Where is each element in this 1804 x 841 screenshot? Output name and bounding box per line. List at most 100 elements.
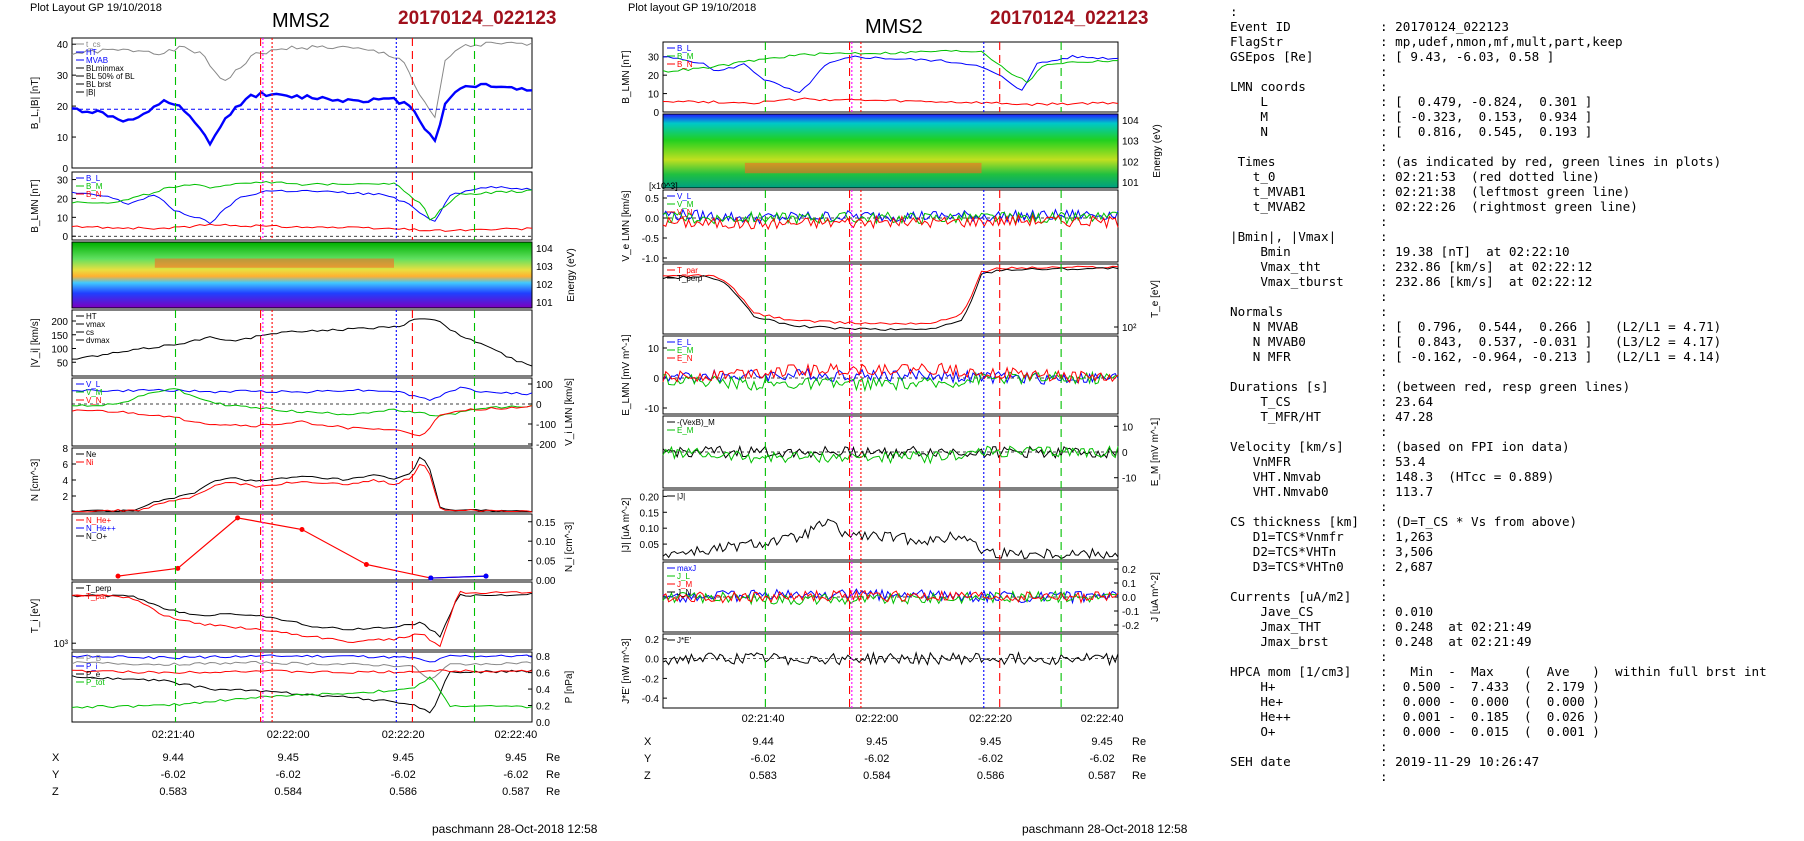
panel-ion-spectrogram: 101 102 103 104 Energy (eV) (71, 241, 577, 309)
panel-frame (662, 263, 1119, 335)
summary-value: : 02:22:26 (rightmost green line) (1380, 199, 1638, 214)
legend-label: |B| (86, 88, 96, 97)
summary-value: : 2,687 (1380, 559, 1434, 574)
panel-m-elmn: -10 0 10 E_LMN [mV m^-1] E_LE_ME_N (621, 334, 1119, 416)
tick-label: 102 (1122, 157, 1139, 168)
legend-label: T_perp (86, 584, 112, 593)
summary-value: : 0.248 at 02:21:49 (1380, 619, 1532, 634)
summary-value: : [ 0.479, -0.824, 0.301 ] (1380, 94, 1593, 109)
summary-key: GSEpos [Re] (1230, 49, 1314, 64)
tick-label: 200 (51, 317, 68, 328)
series-line-P-i (71, 669, 533, 714)
ephemeris-unit: Re (546, 786, 561, 798)
tick-label: -200 (536, 440, 556, 451)
axis-label: B_L,|B| [nT] (30, 77, 41, 130)
summary-key: He+ (1230, 694, 1284, 709)
summary-key: He++ (1230, 709, 1291, 724)
legend-label: |J| (677, 492, 685, 501)
legend-label: B_L (677, 44, 692, 53)
summary-key: Jmax_THT (1230, 619, 1321, 634)
ephemeris-value: 0.583 (159, 786, 187, 798)
legend-label: BL 50% of BL (86, 72, 135, 81)
axis-label: T_e [eV] (1150, 280, 1161, 318)
summary-line: : (1230, 739, 1800, 754)
legend-label: Ni (86, 458, 94, 467)
middle-chart-column: 0 10 20 30 B_LMN [nT] B_LB_MB_N 101 102 103 104 En… (621, 41, 1163, 725)
axis-label: |J| [uA m^-2] (621, 497, 632, 552)
series-line-V-L (662, 208, 1119, 225)
ephemeris-value: 9.45 (866, 736, 888, 748)
summary-key: VHT.Nmvab0 (1230, 484, 1329, 499)
summary-lead-colon: : (1230, 4, 1238, 19)
summary-value: : 23.64 (1380, 394, 1434, 409)
summary-value: : (as indicated by red, green lines in p… (1380, 154, 1722, 169)
ephemeris-value: 9.45 (277, 752, 299, 764)
panel-blmn: 0 10 20 30 B_LMN [nT] B_LB_MB_N (30, 171, 533, 243)
legend-label: MVAB (86, 56, 108, 65)
time-tick-label: 02:22:20 (969, 713, 1012, 725)
ephemeris-value: 0.586 (389, 786, 417, 798)
panel-frame (71, 37, 533, 169)
summary-line: VHT.Nmvab: 148.3 (HTcc = 0.889) (1230, 469, 1800, 484)
ephemeris-value: 0.587 (1088, 770, 1116, 782)
summary-line: HPCA mom [1/cm3]: Min - Max ( Ave ) with… (1230, 664, 1800, 679)
legend-label: B_N (86, 190, 102, 199)
legend-label: B_N (677, 60, 693, 69)
summary-line: D3=TCS*VHTn0: 2,687 (1230, 559, 1800, 574)
series-line-B-M (71, 180, 533, 221)
summary-line: Jave_CS: 0.010 (1230, 604, 1800, 619)
summary-line: : (1230, 769, 1800, 784)
summary-key: Event ID (1230, 19, 1291, 34)
summary-value: : (based on FPI ion data) (1380, 439, 1570, 454)
time-tick-label: 02:21:40 (742, 713, 785, 725)
tick-label: 10 (648, 344, 660, 355)
tick-label: 150 (51, 331, 68, 342)
legend-label: HT (86, 312, 97, 321)
summary-key: D2=TCS*VHTn (1230, 544, 1337, 559)
data-point (175, 565, 181, 571)
tick-label: 100 (51, 345, 68, 356)
summary-line: H+: 0.500 - 7.433 ( 2.179 ) (1230, 679, 1800, 694)
axis-label: J [uA m^-2] (1150, 572, 1161, 622)
panel-frame (662, 489, 1119, 561)
summary-line: Velocity [km/s]: (based on FPI ion data) (1230, 439, 1800, 454)
panel-frame (662, 41, 1119, 113)
summary-line: SEH date: 2019-11-29 10:26:47 (1230, 754, 1800, 769)
legend-label: HT (86, 48, 97, 57)
summary-value: : (1380, 214, 1388, 229)
legend-label: vmax (86, 320, 105, 329)
tick-label: 0.5 (645, 194, 659, 205)
summary-value: : 20170124_022123 (1380, 19, 1509, 34)
axis-label: V_e LMN [km/s] (621, 190, 632, 261)
axis-label: N_i [cm^-3] (564, 522, 575, 572)
summary-key: M (1230, 109, 1268, 124)
summary-line: CS thickness [km]: (D=T_CS * Vs from abo… (1230, 514, 1800, 529)
summary-key: Jmax_brst (1230, 634, 1329, 649)
legend-label: P_tot (86, 678, 105, 687)
legend-label: E_N (677, 354, 693, 363)
series-line-B-N (662, 97, 1119, 107)
summary-key: N MVAB0 (1230, 334, 1306, 349)
ephemeris-unit: Re (1132, 770, 1147, 782)
tick-label: 0 (1122, 448, 1128, 459)
series-line-P-tot (71, 660, 533, 680)
panel-frame (71, 581, 533, 651)
summary-value: : 02:21:53 (red dotted line) (1380, 169, 1600, 184)
legend-label: J_L (677, 572, 690, 581)
summary-line: D1=TCS*Vnmfr: 1,263 (1230, 529, 1800, 544)
time-tick-label: 02:22:00 (267, 729, 310, 741)
middle-spacecraft-title: MMS2 (865, 16, 923, 38)
legend-label: E_L (677, 338, 692, 347)
ephemeris-unit: Re (1132, 753, 1147, 765)
tick-label: 102 (536, 280, 553, 291)
tick-label: 0.05 (640, 540, 660, 551)
summary-value: : 0.000 - 0.000 ( 0.000 ) (1380, 694, 1600, 709)
legend-label: J_N (677, 588, 691, 597)
tick-label: 0.0 (645, 655, 659, 666)
summary-value: : 3,506 (1380, 544, 1434, 559)
legend-label: V_M (677, 200, 694, 209)
left-layout-label: Plot Layout GP 19/10/2018 (30, 2, 162, 14)
panel-m-jlmn: -0.2 -0.1 0.0 0.1 0.2 J [uA m^-2] maxJJ_LJ_MJ_… (662, 561, 1161, 633)
